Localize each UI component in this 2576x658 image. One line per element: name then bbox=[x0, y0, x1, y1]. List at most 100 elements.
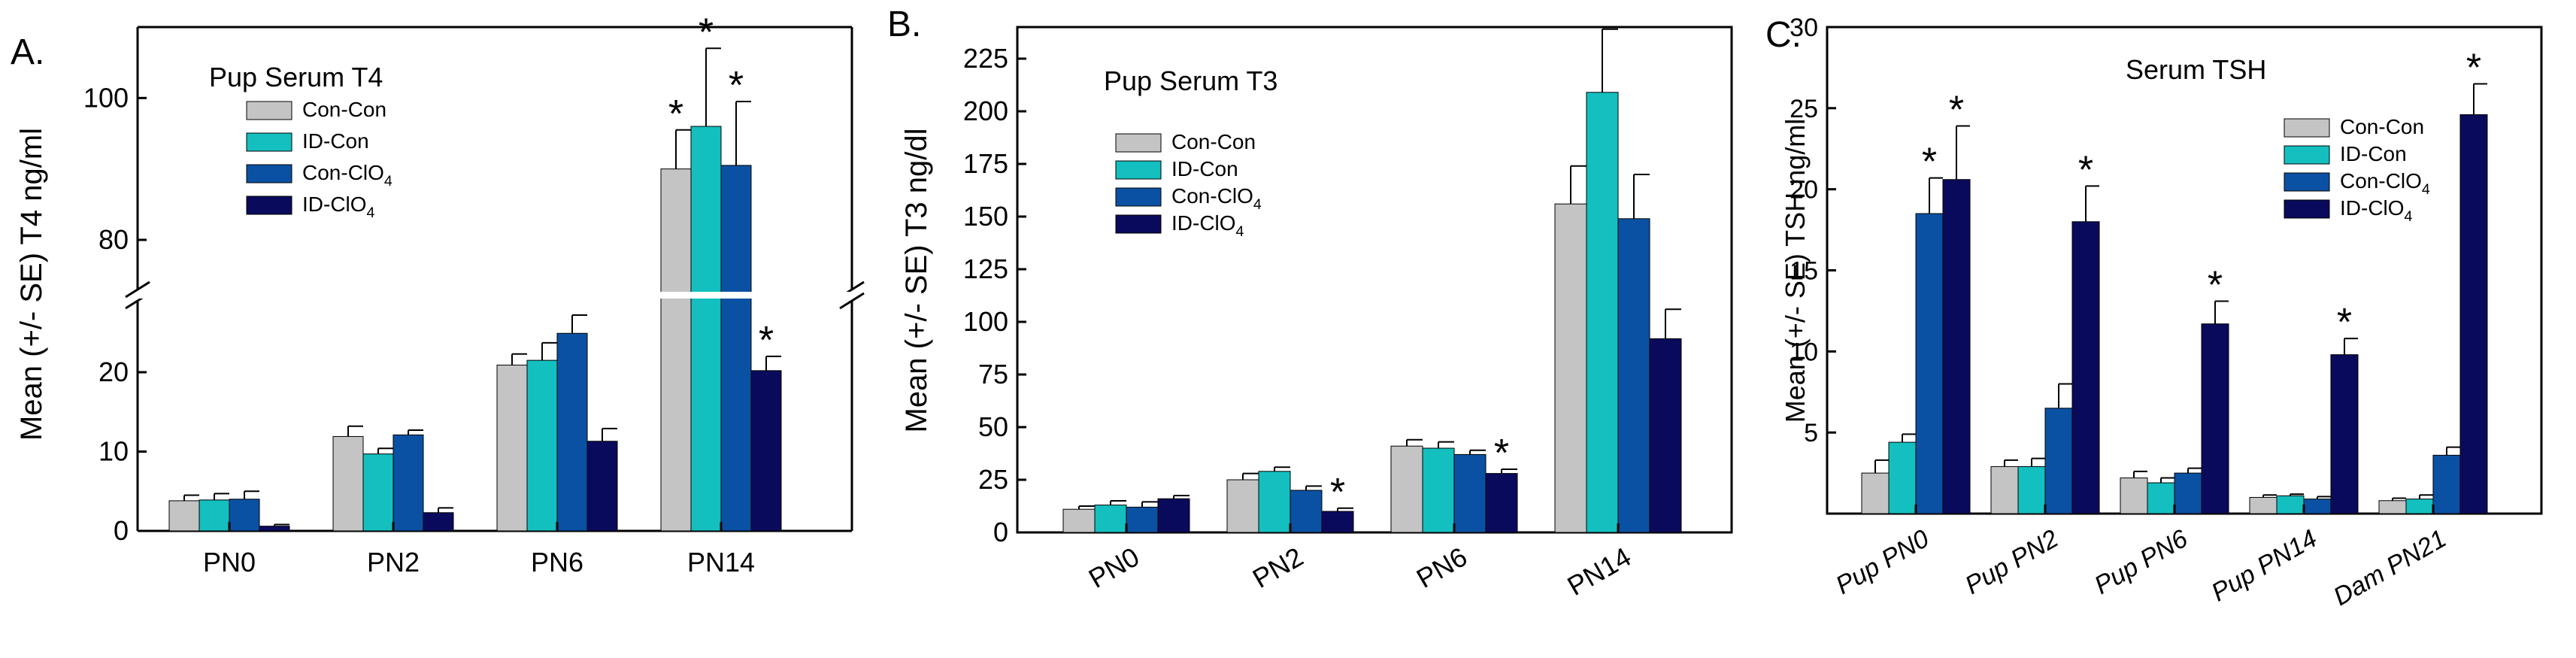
panel-b-bar bbox=[1554, 203, 1587, 533]
panel-a-bar bbox=[362, 453, 394, 532]
panel-b-ylabel: Mean (+/- SE) T3 ng/dl bbox=[900, 129, 933, 433]
panel-a-bar bbox=[496, 364, 528, 532]
panel-b-bar bbox=[1062, 508, 1096, 533]
panel-b-y-tick-label: 225 bbox=[963, 43, 1008, 74]
panel-a-axis-break-mark bbox=[839, 292, 865, 310]
panel-c-y-tick-label: 20 bbox=[1790, 176, 1818, 205]
panel-a-category-label: PN6 bbox=[531, 547, 583, 578]
panel-b-y-tick-label: 175 bbox=[963, 148, 1008, 179]
panel-b-bar bbox=[1226, 479, 1259, 533]
panel-c-category-label: Dam PN21 bbox=[2329, 524, 2451, 611]
panel-a-legend-label: Con-Con bbox=[302, 98, 386, 121]
panel-c-legend-label-text: Con-Con bbox=[2340, 115, 2424, 138]
panel-c-category-label: Pup PN14 bbox=[2207, 524, 2322, 607]
panel-a-y-ticks: 0 10 20 80 100 bbox=[83, 82, 147, 546]
panel-c-bar bbox=[2071, 221, 2100, 514]
panel-a-legend-label: ID-Con bbox=[302, 129, 369, 153]
panel-c-plot: 5 10 15 20 25 30 * * * * * * Pup PN0 Pup PN2 Pup PN6 Pu… bbox=[1790, 14, 2543, 611]
panel-c-legend-swatch bbox=[2284, 118, 2330, 138]
panel-c-significance-marker: * bbox=[1922, 141, 1937, 184]
panel-c-title: Serum TSH bbox=[2126, 54, 2266, 85]
panel-a-category-label: PN14 bbox=[687, 547, 755, 578]
panel-a-significance-marker: * bbox=[729, 64, 744, 108]
panel-b-legend-label-subscript: 4 bbox=[1253, 196, 1262, 213]
panel-c-category-label: Pup PN0 bbox=[1831, 524, 1934, 600]
panel-c-legend-swatch bbox=[2284, 145, 2330, 165]
panel-b-y-tick-label: 150 bbox=[963, 201, 1008, 232]
panel-b-y-tick-label: 100 bbox=[963, 306, 1008, 337]
panel-b-category-label: PN0 bbox=[1083, 541, 1144, 594]
panel-c-bar bbox=[2432, 454, 2461, 514]
panel-a-y-tick-label: 20 bbox=[98, 356, 129, 387]
panel-c-legend-label-text: ID-Con bbox=[2340, 142, 2407, 165]
panel-a-bars: * * * * bbox=[168, 11, 782, 532]
panel-b-category-label: PN2 bbox=[1247, 541, 1308, 594]
panel-c-significance-marker: * bbox=[2466, 46, 2481, 89]
panel-c-significance-marker: * bbox=[2078, 148, 2093, 192]
panel-a-legend-swatch bbox=[246, 196, 292, 215]
panel-c-significance-marker: * bbox=[1949, 89, 1964, 132]
panel-c-category-label: Pup PN2 bbox=[1960, 524, 2063, 600]
panel-a-significance-marker: * bbox=[699, 11, 714, 54]
panel-c-bar bbox=[2276, 495, 2305, 514]
panel-c-bars: * * * * * * bbox=[1861, 46, 2488, 514]
panel-c-bar bbox=[2044, 408, 2073, 514]
panel-b: B. Pup Serum T3 Mean (+/- SE) T3 ng/dl bbox=[887, 5, 1277, 433]
panel-c-y-tick-label: 5 bbox=[1804, 419, 1818, 447]
panel-b-bar bbox=[1157, 498, 1190, 533]
panel-c-bar bbox=[2330, 354, 2359, 514]
panel-b-category-label: PN6 bbox=[1411, 541, 1472, 594]
panel-c-bar bbox=[2017, 465, 2046, 514]
panel-b-bar bbox=[1390, 445, 1423, 533]
panel-c-significance-marker: * bbox=[2208, 263, 2223, 307]
panel-c-legend-label-subscript: 4 bbox=[2422, 181, 2430, 198]
panel-c-bar bbox=[1888, 441, 1917, 514]
panel-a-bar bbox=[690, 126, 722, 532]
panel-b-significance-marker: * bbox=[1494, 432, 1509, 475]
panel-b-legend-swatch bbox=[1115, 160, 1162, 180]
panel-b-frame bbox=[1016, 26, 1733, 534]
panel-a-bar bbox=[229, 499, 260, 532]
panel-a-plot: 0 10 20 80 100 * * * * PN0 PN2 PN6 PN14 Con-Con ID-Con… bbox=[83, 11, 865, 578]
panel-c-y-tick-label: 30 bbox=[1790, 14, 1818, 42]
panel-c-label: C. bbox=[1765, 15, 1802, 55]
panel-c-x-tick-labels: Pup PN0 Pup PN2 Pup PN6 Pup PN14 Dam PN21 bbox=[1831, 505, 2451, 611]
panel-a-axis-break-mark bbox=[125, 280, 150, 299]
panel-c-bar bbox=[1990, 465, 2019, 514]
panel-a-bar bbox=[750, 370, 782, 532]
panel-a-y-tick-label: 80 bbox=[98, 224, 129, 255]
panel-b-label: B. bbox=[887, 5, 921, 44]
panel-b-bar bbox=[1258, 471, 1291, 533]
panel-c-bar bbox=[1861, 472, 1890, 514]
panel-a-bar bbox=[660, 168, 692, 532]
panel-a-legend-label: Con-ClO4 bbox=[302, 161, 392, 190]
panel-a-legend-label-text: ID-ClO bbox=[302, 193, 367, 216]
panel-a-bar bbox=[556, 332, 588, 532]
panel-c-ylabel: Mean (+/- SE) TSH ng/ml bbox=[1780, 119, 1811, 423]
panel-c-bar bbox=[2201, 323, 2229, 514]
panel-b-y-ticks: 0 25 50 75 100 125 150 175 200 225 bbox=[963, 43, 1026, 547]
panel-a-y-tick-label: 0 bbox=[114, 515, 129, 546]
panel-a-category-label: PN0 bbox=[203, 547, 256, 578]
panel-a-bar bbox=[332, 435, 364, 532]
panel-b-legend-label-text: Con-Con bbox=[1171, 130, 1256, 153]
panel-a-ylabel: Mean (+/- SE) T4 ng/ml bbox=[15, 128, 48, 441]
panel-b-bar bbox=[1649, 338, 1682, 533]
panel-c-legend-label-text: ID-ClO bbox=[2340, 196, 2405, 220]
panel-c-y-tick-label: 25 bbox=[1790, 95, 1818, 123]
panel-a-category-label: PN2 bbox=[367, 547, 420, 578]
panel-b-title: Pup Serum T3 bbox=[1104, 65, 1277, 96]
panel-b-legend-label: Con-ClO4 bbox=[1171, 184, 1262, 213]
panel-b-legend-label: ID-Con bbox=[1171, 157, 1238, 180]
panel-a-x-tick-labels: PN0 PN2 PN6 PN14 bbox=[203, 522, 755, 578]
panel-b-bar bbox=[1485, 473, 1518, 533]
panel-b-bar bbox=[1126, 506, 1159, 533]
panel-b-y-tick-label: 50 bbox=[978, 411, 1008, 442]
panel-a-y-tick-label: 100 bbox=[83, 82, 129, 113]
panel-c-bar bbox=[1915, 213, 1944, 514]
panel-c-legend-label-subscript: 4 bbox=[2405, 208, 2413, 225]
